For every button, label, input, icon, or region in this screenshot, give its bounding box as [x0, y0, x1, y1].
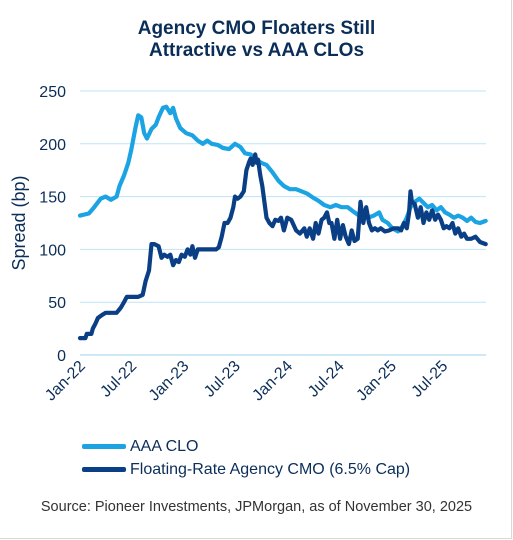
y-axis-ticks: 0 50 100 150 200 250 [39, 84, 66, 365]
series-line-aaa-clo [77, 104, 488, 234]
legend-swatch-aaa-clo [82, 444, 126, 450]
line-chart: 0 50 100 150 200 250 Jan-22 Jul-22 Jan-23 Jul-23… [9, 84, 488, 405]
y-axis-label: Spread (bp) [9, 175, 29, 270]
gridlines [80, 90, 486, 356]
legend-label-aaa-clo: AAA CLO [130, 438, 199, 455]
x-tick-label-Jan-25: Jan-25 [353, 358, 400, 405]
y-tick-label-200: 200 [39, 137, 66, 154]
y-tick-label-100: 100 [39, 242, 66, 259]
x-tick-label-Jul-22: Jul-22 [97, 358, 140, 401]
legend-label-cmo: Floating-Rate Agency CMO (6.5% Cap) [130, 461, 411, 478]
source-note: Source: Pioneer Investments, JPMorgan, a… [40, 499, 473, 515]
legend-item-aaa-clo: AAA CLO [82, 435, 410, 458]
y-tick-label-250: 250 [39, 84, 66, 101]
series-line-cmo [77, 152, 488, 341]
y-tick-label-0: 0 [57, 348, 66, 365]
chart-title-line-1: Agency CMO Floaters Still [137, 18, 376, 39]
legend-item-cmo: Floating-Rate Agency CMO (6.5% Cap) [82, 458, 410, 481]
x-tick-label-Jan-24: Jan-24 [249, 358, 296, 405]
x-tick-label-Jul-24: Jul-24 [305, 358, 348, 401]
y-tick-label-50: 50 [48, 295, 66, 312]
x-axis-ticks: Jan-22 Jul-22 Jan-23 Jul-23 Jan-24 Jul-24 Jan-… [42, 358, 451, 405]
y-tick-label-150: 150 [39, 190, 66, 207]
series-lines [77, 104, 488, 341]
legend-swatch-cmo [82, 467, 126, 473]
chart-title: Agency CMO Floaters Still Attractive vs … [0, 18, 513, 62]
x-tick-label-Jul-25: Jul-25 [409, 358, 452, 401]
x-tick-label-Jul-23: Jul-23 [201, 358, 244, 401]
legend: AAA CLO Floating-Rate Agency CMO (6.5% C… [82, 435, 410, 481]
chart-title-line-2: Attractive vs AAA CLOs [148, 40, 365, 61]
x-tick-label-Jan-23: Jan-23 [146, 358, 193, 405]
